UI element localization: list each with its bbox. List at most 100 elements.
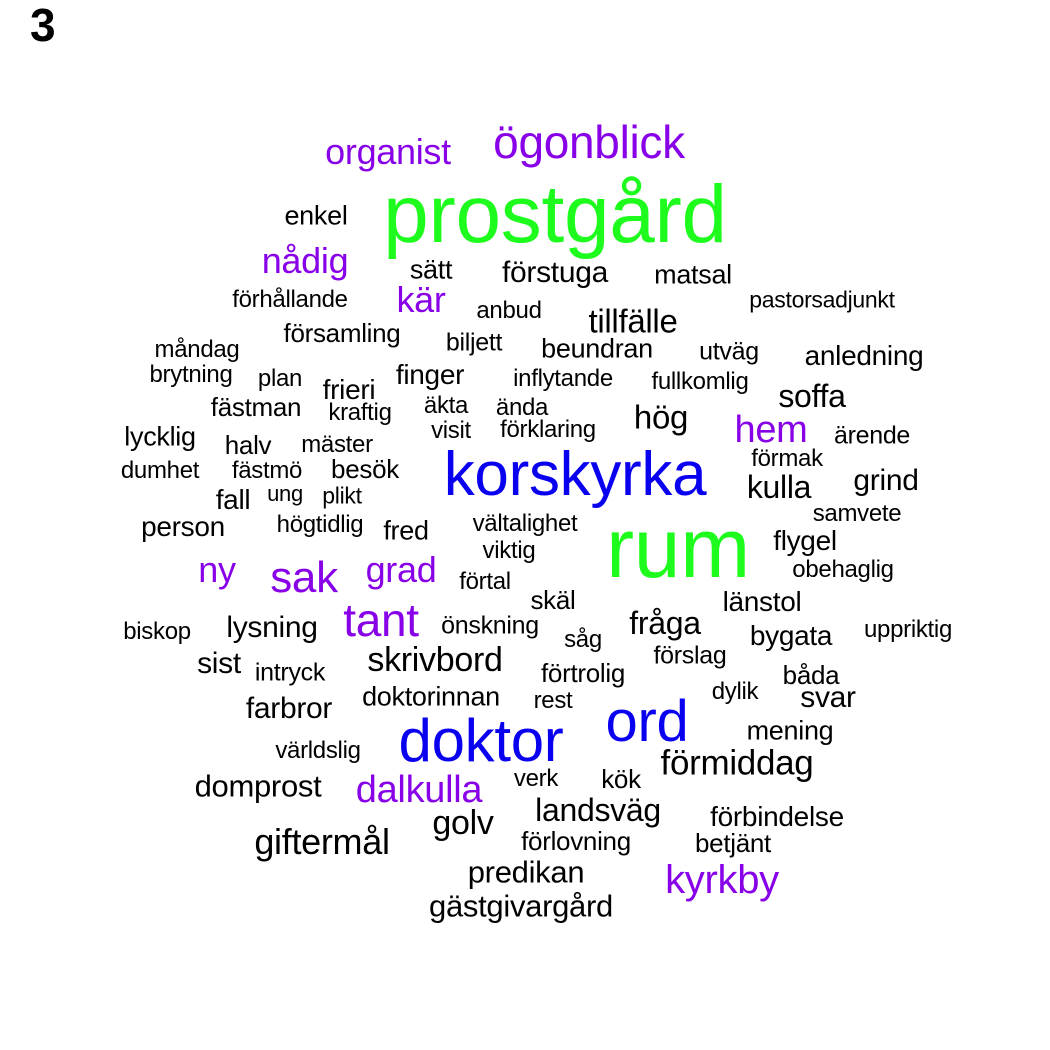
- word-cloud-word: skäl: [530, 585, 576, 615]
- word-cloud-word: prostgård: [383, 169, 727, 260]
- word-cloud-word: fästmö: [231, 457, 303, 484]
- word-cloud-word: länstol: [722, 586, 802, 617]
- word-cloud-word: plikt: [322, 482, 362, 509]
- word-cloud-word: fullkomlig: [651, 368, 749, 395]
- word-cloud-word: ända: [495, 394, 549, 421]
- word-cloud-word: sist: [197, 647, 241, 680]
- word-cloud-word: sak: [270, 553, 338, 602]
- word-cloud-word: besök: [331, 454, 399, 484]
- word-cloud-word: halv: [224, 430, 272, 460]
- word-cloud-word: måndag: [154, 336, 240, 363]
- word-cloud-word: ärende: [833, 421, 911, 450]
- word-cloud-word: önskning: [441, 611, 539, 640]
- word-cloud-word: beundran: [541, 333, 653, 364]
- word-cloud-word: förklaring: [500, 416, 596, 443]
- word-cloud-word: intryck: [254, 658, 326, 687]
- word-cloud-word: predikan: [467, 854, 585, 890]
- word-cloud-word: kök: [601, 764, 641, 794]
- word-cloud-word: sätt: [409, 254, 453, 285]
- word-cloud-word: biskop: [123, 618, 191, 645]
- word-cloud-word: grind: [853, 464, 919, 497]
- word-cloud-word: fred: [383, 515, 429, 546]
- word-cloud-word: svar: [800, 681, 856, 714]
- word-cloud-word: hög: [633, 398, 689, 436]
- word-cloud-word: ord: [605, 689, 689, 754]
- word-cloud-word: ny: [198, 549, 236, 590]
- word-cloud-word: brytning: [149, 361, 233, 388]
- word-cloud-word: rest: [533, 687, 573, 714]
- word-cloud-word: lysning: [226, 611, 318, 644]
- word-cloud-word: såg: [564, 626, 602, 653]
- word-cloud-word: domprost: [194, 768, 322, 804]
- word-cloud-word: förbindelse: [710, 801, 844, 832]
- word-cloud-word: viktig: [482, 537, 536, 564]
- word-cloud-word: flygel: [773, 525, 837, 556]
- word-cloud-word: matsal: [654, 259, 732, 290]
- word-cloud-word: farbror: [245, 692, 333, 725]
- word-cloud-word: utväg: [699, 337, 759, 366]
- word-cloud-word: visit: [431, 417, 471, 444]
- word-cloud-word: anbud: [476, 297, 542, 324]
- word-cloud-word: rum: [606, 501, 750, 595]
- word-cloud-word: finger: [395, 359, 465, 390]
- word-cloud-word: organist: [325, 131, 451, 172]
- word-cloud-word: kär: [396, 279, 446, 320]
- word-cloud-word: ögonblick: [493, 116, 685, 168]
- word-cloud-word: förlovning: [521, 826, 631, 856]
- word-cloud-word: dylik: [711, 678, 759, 705]
- word-cloud-word: golv: [432, 804, 494, 842]
- word-cloud-word: högtidlig: [276, 511, 364, 538]
- word-cloud-word: tillfälle: [588, 302, 678, 340]
- word-cloud-word: mening: [746, 715, 834, 746]
- word-cloud-word: äkta: [423, 392, 469, 419]
- word-cloud-word: landsväg: [535, 792, 661, 828]
- word-cloud-word: frieri: [322, 374, 376, 405]
- word-cloud-word: dalkulla: [355, 769, 483, 811]
- word-cloud-word: betjänt: [695, 828, 771, 858]
- word-cloud-word: grad: [365, 549, 437, 590]
- word-cloud-word: korskyrka: [443, 440, 707, 509]
- word-cloud-word: gästgivargård: [429, 888, 613, 924]
- panel-label: 3: [30, 0, 56, 51]
- word-cloud-word: lycklig: [124, 421, 196, 452]
- word-cloud-word: tant: [343, 594, 419, 646]
- word-cloud-word: båda: [782, 660, 840, 690]
- word-cloud-word: förmak: [751, 445, 823, 472]
- word-cloud-word: person: [141, 511, 225, 542]
- word-cloud-word: kraftig: [328, 399, 392, 426]
- word-cloud-word: verk: [513, 765, 559, 792]
- word-cloud-word: pastorsadjunkt: [749, 286, 895, 313]
- word-cloud-word: församling: [283, 318, 401, 348]
- word-cloud-word: soffa: [778, 378, 846, 414]
- word-cloud-word: uppriktig: [863, 616, 953, 643]
- word-cloud-word: samvete: [812, 500, 902, 527]
- word-cloud-word: mäster: [301, 431, 373, 458]
- word-cloud-word: enkel: [284, 200, 348, 231]
- word-cloud-word: ung: [267, 481, 303, 506]
- word-cloud-word: nådig: [261, 240, 349, 281]
- word-cloud-word: förstuga: [502, 256, 608, 289]
- word-cloud-word: bygata: [749, 620, 833, 651]
- word-cloud-word: förmiddag: [660, 743, 814, 783]
- word-cloud-word: skrivbord: [367, 641, 503, 679]
- word-cloud-word: förtal: [459, 568, 511, 595]
- word-cloud-word: förslag: [653, 641, 727, 670]
- word-cloud-word: plan: [257, 365, 303, 392]
- word-cloud-word: förtrolig: [541, 658, 625, 688]
- word-cloud-word: anledning: [804, 340, 924, 371]
- word-cloud-word: hem: [734, 409, 808, 451]
- word-cloud-word: biljett: [445, 328, 503, 357]
- word-cloud-word: dumhet: [120, 457, 200, 484]
- word-cloud-word: kulla: [746, 469, 812, 505]
- word-cloud-word: giftermål: [254, 821, 390, 862]
- word-cloud-word: inflytande: [513, 365, 613, 392]
- word-cloud-word: kyrkby: [665, 858, 779, 902]
- word-cloud-word: obehaglig: [792, 556, 894, 583]
- word-cloud-word: förhållande: [232, 286, 348, 313]
- word-cloud-word: doktorinnan: [362, 681, 500, 712]
- word-cloud-word: världslig: [275, 737, 361, 764]
- word-cloud-word: doktor: [398, 707, 564, 774]
- word-cloud-word: vältalighet: [472, 510, 578, 537]
- word-cloud-word: fall: [215, 484, 251, 515]
